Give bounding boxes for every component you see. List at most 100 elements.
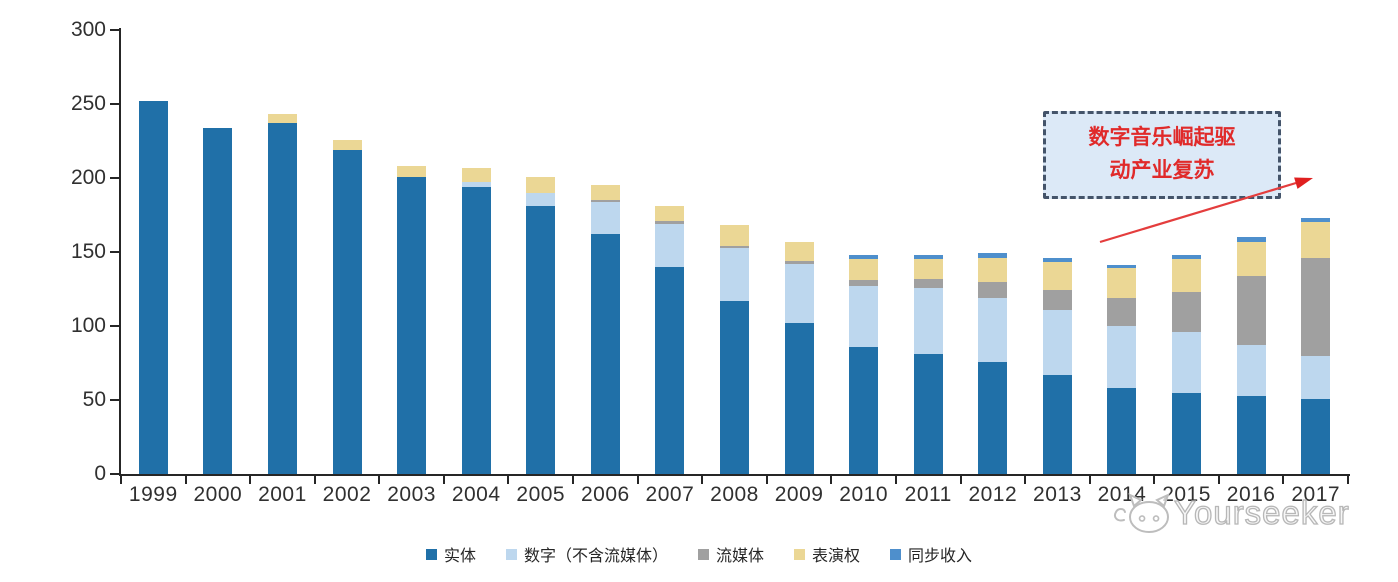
x-axis-tick [1217,476,1220,484]
x-axis-tick [1088,476,1091,484]
watermark-text: Yourseeker [1173,493,1350,531]
y-axis-tick [110,325,119,327]
bar-segment-streaming [1042,290,1072,310]
bar-segment-streaming [849,280,879,287]
bar-segment-sync [1236,237,1266,242]
bar-segment-performance [1236,241,1266,276]
bar-segment-physical [1172,392,1202,474]
y-axis-label: 150 [70,240,106,263]
bar-segment-streaming [590,200,620,202]
legend-item-sync: 同步收入 [890,542,972,566]
x-axis-tick [249,476,252,484]
bar-segment-digital [461,182,491,187]
bar-segment-performance [1042,262,1072,291]
bar-segment-performance [784,241,814,261]
bar-segment-performance [655,206,685,221]
x-axis-label: 2017 [1291,483,1341,506]
y-axis-tick [110,29,119,31]
bar-segment-digital [849,286,879,347]
y-axis-tick [110,399,119,401]
y-axis-label: 250 [70,92,106,115]
x-axis-label: 2000 [193,483,243,506]
legend-item-performance: 表演权 [794,542,860,566]
bar-segment-physical [849,346,879,474]
bar-segment-performance [267,114,297,124]
annotation-text-line1: 数字音乐崛起驱 [1088,126,1236,150]
bar-segment-performance [1301,222,1331,258]
x-axis-tick [1024,476,1027,484]
bar-segment-streaming [720,246,749,248]
bar-segment-sync [913,254,943,260]
legend-item-digital: 数字（不含流媒体） [505,542,668,566]
bar-segment-sync [1107,265,1137,269]
bar-segment-streaming [1301,257,1331,356]
bar-segment-streaming [978,281,1008,298]
bar-segment-digital [913,287,943,355]
bar-segment-sync [1042,257,1072,263]
bar-segment-digital [526,192,556,207]
legend: 实体 数字（不含流媒体） 流媒体 表演权 同步收入 [0,542,1398,566]
bar-segment-performance [978,257,1008,282]
bar-segment-physical [978,361,1008,474]
bar-segment-performance [526,176,556,193]
x-axis-label: 2009 [774,483,824,506]
bar-segment-sync [1172,254,1202,260]
bar-segment-physical [720,300,749,474]
x-axis-tick [507,476,510,484]
bar-segment-physical [397,176,427,474]
x-axis-label: 2008 [710,483,759,506]
y-axis-tick [110,473,119,475]
bar-segment-physical [332,149,362,474]
bar-segment-sync [978,253,1008,258]
bar-segment-digital [1172,331,1202,393]
y-axis-tick [110,103,119,105]
annotation-text-line2: 动产业复苏 [1109,159,1215,182]
legend-item-streaming: 流媒体 [697,542,764,566]
x-axis-label: 1999 [128,483,178,506]
bar-segment-physical [203,127,233,474]
bar-segment-sync [849,254,879,260]
bar-segment-streaming [655,220,685,224]
bar-segment-performance [461,167,491,183]
bar-segment-digital [784,263,814,324]
legend-item-physical: 实体 [425,542,476,566]
bar-segment-performance [332,139,362,150]
x-axis-label: 2015 [1162,483,1211,506]
x-axis-label: 2007 [645,483,695,506]
y-axis-label: 0 [94,462,106,485]
bar-segment-digital [1107,326,1137,389]
x-axis-label: 2016 [1226,483,1276,506]
legend-swatch-performance [794,548,805,560]
legend-label-physical: 实体 [443,548,476,565]
y-axis-tick [110,251,119,253]
legend-swatch-streaming [697,548,709,560]
x-axis-line [119,474,1350,476]
x-axis-label: 2003 [387,483,436,506]
bar-segment-physical [784,323,814,474]
bar-segment-physical [590,234,620,474]
y-axis-tick [110,177,119,179]
bar-segment-streaming [784,260,814,264]
bar-segment-digital [978,297,1008,362]
bar-segment-digital [1042,309,1072,375]
x-axis-tick [636,476,639,484]
y-axis-label: 200 [70,166,106,189]
bar-segment-physical [267,123,297,474]
x-axis-tick [378,476,381,484]
x-axis-tick [1153,476,1156,484]
cat-logo-icon [1114,493,1170,533]
bar-segment-physical [138,101,168,474]
x-axis-tick [894,476,897,484]
bar-segment-physical [1301,398,1331,474]
bar-segment-digital [590,201,620,235]
bar-segment-physical [655,266,685,474]
x-axis-label: 2012 [968,483,1018,506]
x-axis-tick [1282,476,1285,484]
bar-segment-digital [1236,345,1266,396]
bar-segment-physical [913,354,943,474]
y-axis-label: 50 [82,388,106,411]
bar-segment-physical [1107,388,1137,474]
bar-segment-streaming [1172,291,1202,332]
x-axis-tick [765,476,768,484]
annotation-callout: 数字音乐崛起驱 动产业复苏 [1043,111,1281,199]
